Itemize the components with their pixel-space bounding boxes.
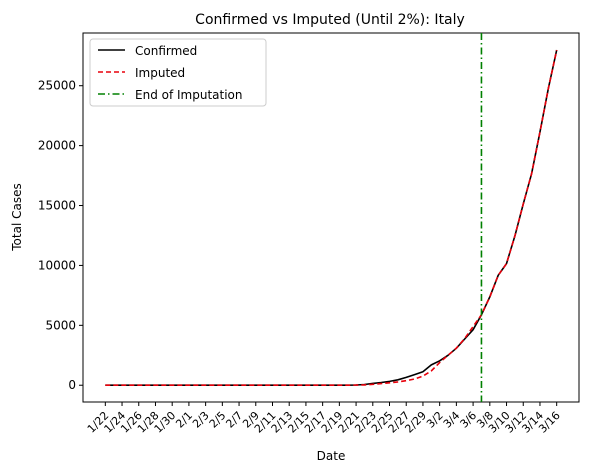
legend-label-confirmed: Confirmed <box>135 44 197 58</box>
y-tick-label: 10000 <box>38 258 76 272</box>
legend-box <box>89 38 267 107</box>
legend-label-imputed: Imputed <box>135 66 185 80</box>
x-axis-label: Date <box>317 449 346 463</box>
y-axis: 0 5000 10000 15000 20000 25000 <box>38 79 83 392</box>
legend-label-end-of-imputation: End of Imputation <box>135 88 243 102</box>
legend: Confirmed Imputed End of Imputation <box>89 38 267 107</box>
y-tick-label: 25000 <box>38 79 76 93</box>
plot-area <box>82 32 580 403</box>
y-tick-label: 5000 <box>45 318 76 332</box>
chart-title: Confirmed vs Imputed (Until 2%): Italy <box>195 12 465 28</box>
y-tick-label: 20000 <box>38 139 76 153</box>
y-axis-label: Total Cases <box>10 183 24 251</box>
y-tick-label: 15000 <box>38 199 76 213</box>
y-tick-label: 0 <box>68 378 76 392</box>
series-layer <box>105 33 558 402</box>
